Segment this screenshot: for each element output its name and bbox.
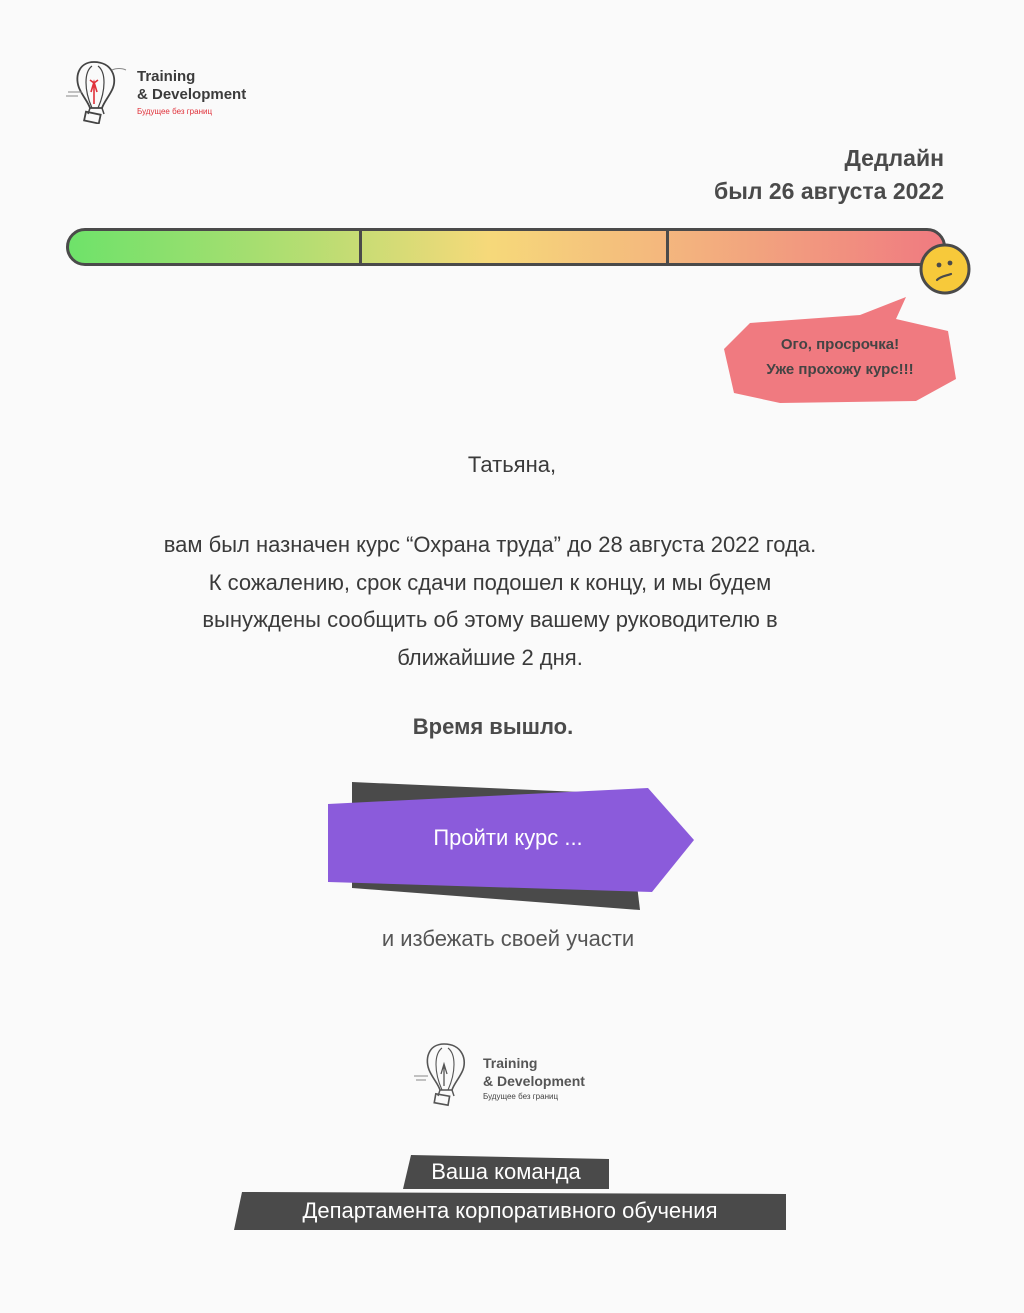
brand-name-line2: & Development	[137, 86, 247, 103]
brand-name-line1: Training	[483, 1055, 538, 1071]
department-label: Департамента корпоративного обучения	[302, 1198, 718, 1223]
progress-divider	[666, 231, 669, 263]
team-label: Ваша команда	[431, 1159, 581, 1184]
button-shape	[328, 782, 694, 910]
brand-tagline: Будущее без границ	[137, 107, 213, 116]
brand-name-line2: & Development	[483, 1073, 585, 1089]
message-line: К сожалению, срок сдачи подошел к концу,…	[208, 569, 772, 595]
deadline-progress-bar	[66, 228, 946, 266]
start-course-label: Пройти курс ...	[433, 825, 583, 850]
footer-logo: Training & Development Будущее без грани…	[412, 1040, 632, 1108]
deadline-heading: Дедлайн был 26 августа 2022	[714, 142, 944, 208]
speech-bubble-shape	[724, 297, 956, 403]
logo: Training & Development Будущее без грани…	[64, 52, 294, 124]
message-line: ближайшие 2 дня.	[397, 644, 583, 670]
team-ribbon: Ваша команда	[403, 1155, 609, 1189]
department-ribbon: Департамента корпоративного обучения	[234, 1192, 786, 1230]
speech-bubble: Ого, просрочка! Уже прохожу курс!!!	[720, 297, 960, 403]
bubble-line2: Уже прохожу курс!!!	[766, 361, 914, 378]
greeting: Татьяна,	[467, 452, 557, 477]
deadline-date: был 26 августа 2022	[714, 178, 944, 204]
brand-tagline: Будущее без границ	[483, 1092, 559, 1101]
sad-face-icon	[919, 243, 971, 295]
start-course-button[interactable]: Пройти курс ...	[326, 782, 696, 912]
lightbulb-balloon-icon	[66, 61, 127, 124]
ribbon-shape	[234, 1192, 786, 1230]
brand-name-line1: Training	[137, 68, 196, 85]
deadline-title: Дедлайн	[844, 145, 945, 171]
bubble-line1: Ого, просрочка!	[780, 336, 900, 353]
message-line: вам был назначен курс “Охрана труда” до …	[163, 532, 817, 557]
message-line: вынуждены сообщить об этому вашему руков…	[202, 607, 778, 632]
time-out-text: Время вышло.	[412, 714, 574, 739]
ribbon-shape	[403, 1155, 609, 1189]
cta-subtext: и избежать своей участи	[381, 926, 635, 951]
progress-divider	[359, 231, 362, 263]
lightbulb-balloon-icon	[414, 1043, 466, 1107]
message-body: вам был назначен курс “Охрана труда” до …	[90, 526, 890, 676]
